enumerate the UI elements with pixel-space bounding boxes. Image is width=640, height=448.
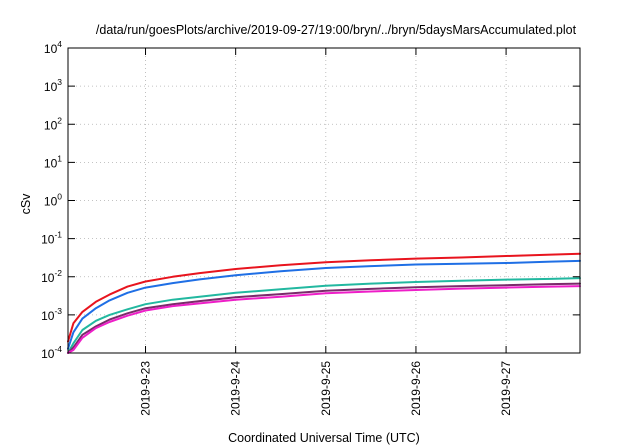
y-tick-exponent: 1 bbox=[57, 153, 62, 163]
y-tick-label: 100 bbox=[44, 192, 62, 209]
x-tick-label: 2019-9-24 bbox=[229, 361, 243, 416]
y-tick-base: 10 bbox=[41, 271, 55, 285]
x-axis: 2019-9-23 2019-9-24 2019-9-25 2019-9-26 2019… bbox=[139, 48, 513, 416]
chart-title: /data/run/goesPlots/archive/2019-09-27/1… bbox=[96, 23, 577, 37]
grid bbox=[68, 48, 580, 353]
series-line-5 bbox=[67, 285, 581, 354]
series-lines bbox=[67, 252, 581, 354]
y-tick-exponent: -1 bbox=[54, 230, 62, 240]
y-tick-base: 10 bbox=[41, 233, 55, 247]
series-line-2 bbox=[67, 259, 581, 350]
series-line-3 bbox=[67, 277, 581, 354]
y-tick-base: 10 bbox=[41, 347, 55, 361]
series-line-4 bbox=[67, 282, 581, 354]
y-tick-label: 10-1 bbox=[41, 230, 62, 247]
y-tick-label: 104 bbox=[44, 39, 62, 56]
y-tick-label: 102 bbox=[44, 115, 62, 132]
y-tick-exponent: -2 bbox=[54, 268, 62, 278]
y-tick-exponent: 4 bbox=[57, 39, 62, 49]
y-tick-exponent: -4 bbox=[54, 344, 62, 354]
x-tick-label: 2019-9-26 bbox=[409, 361, 423, 416]
y-tick-base: 10 bbox=[44, 195, 58, 209]
y-tick-base: 10 bbox=[41, 309, 55, 323]
series-line-1 bbox=[67, 252, 581, 343]
y-tick-exponent: -3 bbox=[54, 306, 62, 316]
y-axis-label: cSv bbox=[19, 193, 33, 215]
x-tick-label: 2019-9-27 bbox=[499, 361, 513, 416]
y-tick-label: 10-3 bbox=[41, 306, 62, 323]
y-tick-exponent: 3 bbox=[57, 77, 62, 87]
y-tick-label: 103 bbox=[44, 77, 62, 94]
y-tick-label: 10-4 bbox=[41, 344, 62, 361]
x-tick-label: 2019-9-23 bbox=[139, 361, 153, 416]
x-tick-label: 2019-9-25 bbox=[319, 361, 333, 416]
y-tick-base: 10 bbox=[44, 80, 58, 94]
x-axis-label: Coordinated Universal Time (UTC) bbox=[228, 431, 420, 445]
y-tick-exponent: 0 bbox=[57, 192, 62, 202]
y-tick-label: 10-2 bbox=[41, 268, 62, 285]
y-tick-base: 10 bbox=[44, 118, 58, 132]
y-tick-base: 10 bbox=[44, 156, 58, 170]
y-tick-exponent: 2 bbox=[57, 115, 62, 125]
y-tick-label: 101 bbox=[44, 153, 62, 170]
y-tick-base: 10 bbox=[44, 42, 58, 56]
